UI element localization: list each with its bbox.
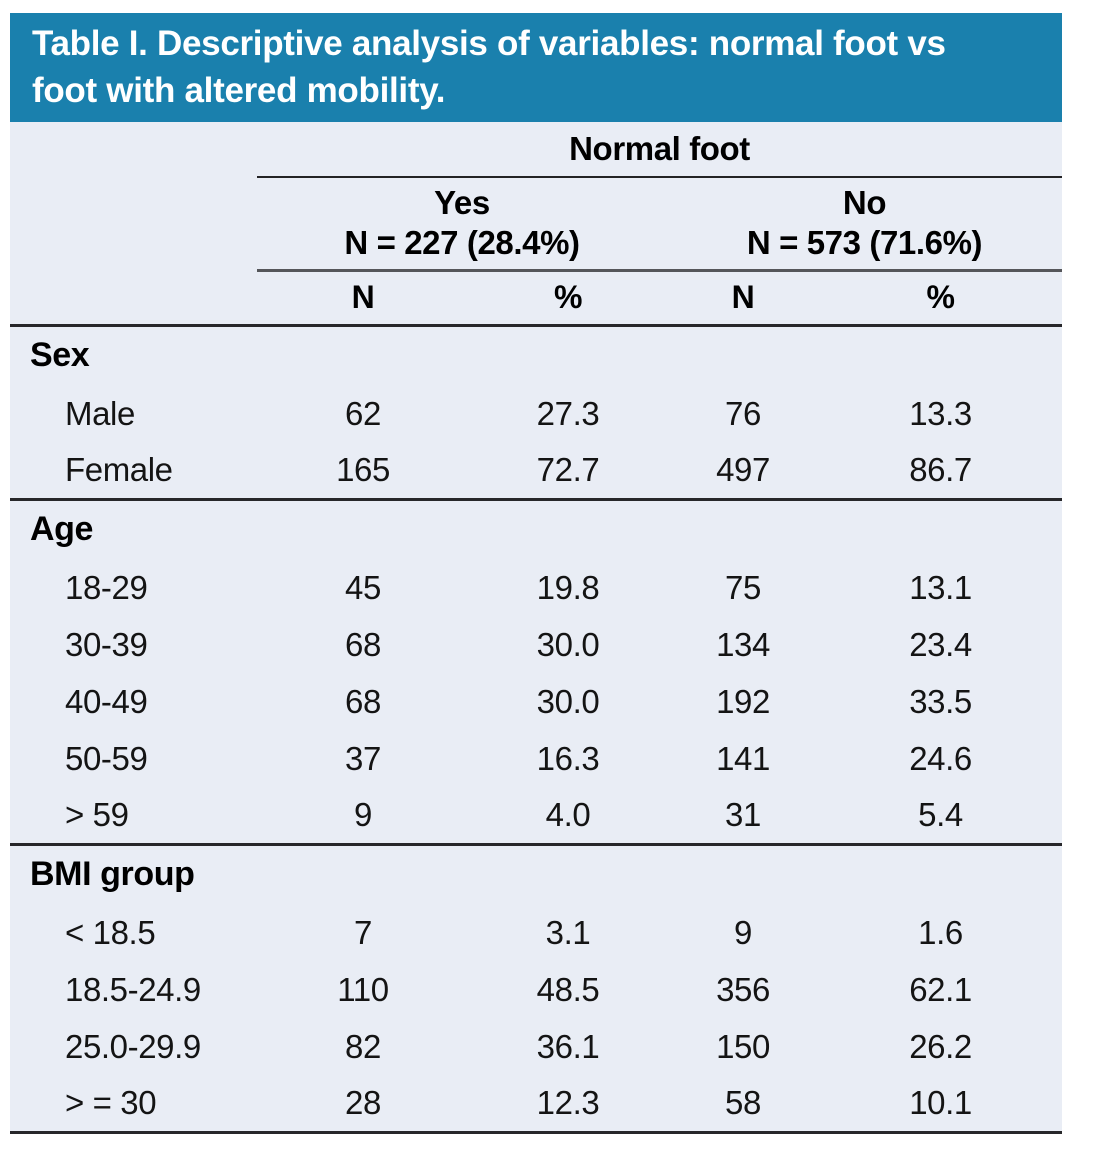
row-label: 30-39 (65, 625, 148, 663)
cell-value: 3.1 (545, 913, 591, 951)
empty-corner-cell (10, 270, 257, 327)
cell-value: 192 (716, 682, 770, 720)
cell-value: 82 (345, 1027, 381, 1065)
cell-value: 75 (725, 568, 761, 606)
measure-header-row: N % N % (10, 270, 1063, 327)
table-title: Table I. Descriptive analysis of variabl… (32, 24, 946, 110)
table-row: Female 165 72.7 497 86.7 (10, 442, 1063, 501)
table-row: < 18.5 7 3.1 9 1.6 (10, 904, 1062, 961)
cell-value: 134 (716, 625, 770, 663)
cell-value: 30.0 (536, 682, 600, 720)
col-header-yes-n: N (257, 270, 469, 327)
cell-value: 16.3 (536, 739, 600, 777)
cell-value: 58 (667, 1075, 819, 1134)
cell-value: 12.3 (469, 1075, 667, 1134)
cell-value: 72.7 (469, 442, 667, 501)
cell-value: 5.4 (819, 787, 1063, 846)
table-body: Sex Male 62 27.3 76 13.3 Female 165 72.7 497 86.7 A… (10, 325, 1063, 1134)
group-yes-header: Yes N = 227 (28.4%) (257, 177, 667, 272)
table-row: > = 30 28 12.3 58 10.1 (10, 1075, 1063, 1134)
group-header-row: Yes N = 227 (28.4%) No N = 573 (71.6%) (10, 177, 1063, 272)
cell-value: 62 (345, 394, 381, 432)
cell-value: 68 (345, 682, 381, 720)
cell-value: 141 (716, 739, 770, 777)
row-label: 50-59 (65, 739, 148, 777)
table-figure: Table I. Descriptive analysis of variabl… (10, 13, 1063, 1134)
section-header-row: Age (10, 499, 1062, 559)
cell-value: 31 (667, 787, 819, 846)
col-header-no-pct: % (819, 270, 1063, 327)
table-row: 40-49 68 30.0 192 33.5 (10, 673, 1062, 730)
cell-value: 27.3 (536, 394, 600, 432)
row-label: 18.5-24.9 (65, 970, 201, 1008)
cell-value: 9 (734, 913, 752, 951)
group-yes-label: Yes (434, 184, 490, 222)
cell-value: 13.3 (909, 394, 972, 432)
cell-value: 19.8 (536, 568, 600, 606)
group-no-header: No N = 573 (71.6%) (667, 177, 1063, 272)
table-title-bar: Table I. Descriptive analysis of variabl… (10, 13, 1062, 122)
row-label: 25.0-29.9 (65, 1027, 201, 1065)
section-title: Age (30, 510, 94, 549)
col-header-yes-pct: % (469, 270, 667, 327)
section-title: BMI group (30, 855, 195, 894)
cell-value: 7 (354, 913, 372, 951)
empty-corner-cell (10, 177, 257, 270)
table-row: 25.0-29.9 82 36.1 150 26.2 (10, 1018, 1062, 1075)
cell-value: 62.1 (909, 970, 972, 1008)
table-row: 18-29 45 19.8 75 13.1 (10, 559, 1062, 616)
cell-value: 30.0 (536, 625, 600, 663)
col-header-no-n: N (667, 270, 819, 327)
table-row: Male 62 27.3 76 13.3 (10, 385, 1062, 442)
table-row: 30-39 68 30.0 134 23.4 (10, 616, 1062, 673)
cell-value: 165 (257, 442, 469, 501)
cell-value: 4.0 (469, 787, 667, 846)
cell-value: 23.4 (909, 625, 972, 663)
table-row: 50-59 37 16.3 141 24.6 (10, 730, 1062, 787)
section-title: Sex (30, 336, 90, 375)
cell-value: 26.2 (909, 1027, 972, 1065)
column-group-title: Normal foot (257, 122, 1063, 178)
row-label: < 18.5 (65, 913, 156, 951)
row-label: 40-49 (65, 682, 148, 720)
cell-value: 356 (716, 970, 770, 1008)
cell-value: 68 (345, 625, 381, 663)
group-no-count: N = 573 (71.6%) (746, 224, 983, 262)
section-header-row: BMI group (10, 844, 1062, 904)
cell-value: 1.6 (918, 913, 963, 951)
cell-value: 9 (257, 787, 469, 846)
row-label: > = 30 (10, 1075, 257, 1134)
cell-value: 10.1 (819, 1075, 1063, 1134)
row-label: Female (10, 442, 257, 501)
table-row: 18.5-24.9 110 48.5 356 62.1 (10, 961, 1062, 1018)
cell-value: 24.6 (909, 739, 972, 777)
cell-value: 28 (257, 1075, 469, 1134)
cell-value: 48.5 (536, 970, 600, 1008)
cell-value: 45 (345, 568, 381, 606)
cell-value: 36.1 (536, 1027, 600, 1065)
descriptive-table: Normal foot Yes N = 227 (28.4%) No N = 5… (10, 122, 1063, 1134)
row-label: Male (65, 394, 135, 432)
table-row: > 59 9 4.0 31 5.4 (10, 787, 1063, 846)
empty-corner-cell (10, 122, 257, 177)
cell-value: 37 (345, 739, 381, 777)
group-yes-count: N = 227 (28.4%) (344, 224, 580, 262)
cell-value: 33.5 (909, 682, 972, 720)
cell-value: 86.7 (819, 442, 1063, 501)
row-label: > 59 (10, 787, 257, 846)
group-no-label: No (842, 184, 887, 222)
spanner-row: Normal foot (10, 122, 1063, 178)
cell-value: 150 (716, 1027, 770, 1065)
cell-value: 497 (667, 442, 819, 501)
cell-value: 13.1 (909, 568, 972, 606)
row-label: 18-29 (65, 568, 148, 606)
cell-value: 110 (337, 970, 389, 1008)
cell-value: 76 (725, 394, 761, 432)
section-header-row: Sex (10, 325, 1062, 385)
